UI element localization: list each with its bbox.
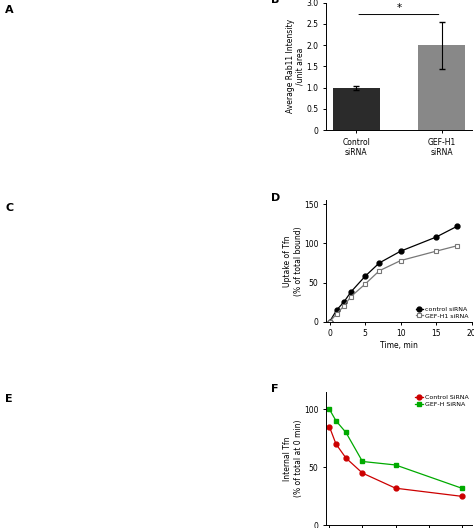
GEF-H1 siRNA xyxy=(455,242,460,249)
GEF-H1 siRNA xyxy=(376,268,382,274)
control siRNA xyxy=(433,234,439,240)
Control SiRNA xyxy=(327,423,332,430)
X-axis label: Time, min: Time, min xyxy=(380,341,418,350)
Bar xyxy=(418,45,465,130)
Line: Control SiRNA: Control SiRNA xyxy=(327,424,464,499)
control siRNA xyxy=(398,248,403,254)
Control SiRNA xyxy=(392,485,398,492)
GEF-H1 siRNA xyxy=(327,318,332,325)
GEF-H1 siRNA xyxy=(348,294,354,300)
control siRNA xyxy=(455,223,460,229)
Line: GEF-H SiRNA: GEF-H SiRNA xyxy=(327,407,464,491)
Legend: control siRNA, GEF-H1 siRNA: control siRNA, GEF-H1 siRNA xyxy=(416,307,468,318)
Y-axis label: Internal Tfn
(% of total at 0 min): Internal Tfn (% of total at 0 min) xyxy=(283,420,302,497)
Control SiRNA xyxy=(459,493,465,499)
GEF-H SiRNA xyxy=(459,485,465,492)
Text: *: * xyxy=(396,3,401,13)
control siRNA xyxy=(341,299,346,305)
control siRNA xyxy=(327,318,332,325)
Control SiRNA xyxy=(333,441,339,447)
GEF-H1 siRNA xyxy=(341,303,346,309)
Text: C: C xyxy=(5,203,14,213)
Line: GEF-H1 siRNA: GEF-H1 siRNA xyxy=(327,243,460,324)
Text: E: E xyxy=(5,394,13,404)
control siRNA xyxy=(376,260,382,266)
Y-axis label: Uptake of Tfn
(% of total bound): Uptake of Tfn (% of total bound) xyxy=(283,226,302,296)
Text: A: A xyxy=(5,5,14,15)
GEF-H1 siRNA xyxy=(433,248,439,254)
GEF-H SiRNA xyxy=(392,462,398,468)
Bar xyxy=(333,88,380,130)
GEF-H SiRNA xyxy=(343,429,349,436)
GEF-H1 siRNA xyxy=(362,281,368,287)
Control SiRNA xyxy=(343,455,349,461)
GEF-H SiRNA xyxy=(327,406,332,412)
Text: B: B xyxy=(271,0,279,5)
GEF-H1 siRNA xyxy=(334,310,339,317)
Y-axis label: Average Rab11 Intensity
/unit area: Average Rab11 Intensity /unit area xyxy=(285,20,305,114)
control siRNA xyxy=(362,273,368,279)
Text: F: F xyxy=(271,384,278,394)
GEF-H SiRNA xyxy=(360,458,365,465)
GEF-H SiRNA xyxy=(333,418,339,424)
Legend: Control SiRNA, GEF-H SiRNA: Control SiRNA, GEF-H SiRNA xyxy=(415,395,468,407)
Line: control siRNA: control siRNA xyxy=(327,224,460,324)
control siRNA xyxy=(348,289,354,295)
Control SiRNA xyxy=(360,470,365,476)
GEF-H1 siRNA xyxy=(398,258,403,264)
Text: D: D xyxy=(271,193,280,203)
control siRNA xyxy=(334,307,339,313)
